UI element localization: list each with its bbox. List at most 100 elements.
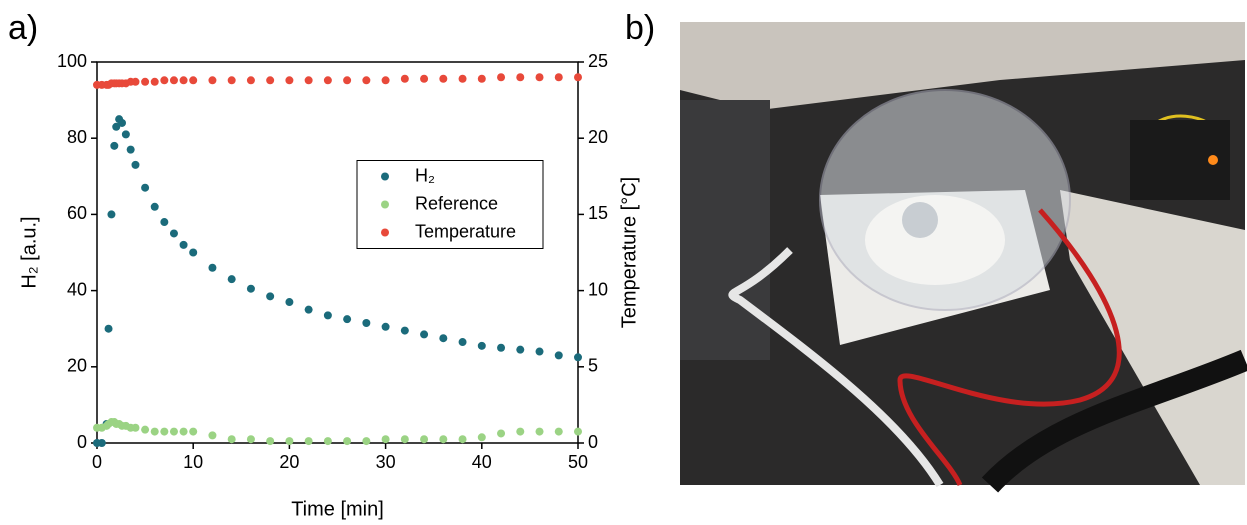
- data-point: [439, 74, 448, 83]
- data-point: [189, 76, 198, 85]
- y-axis-label: H₂ [a.u.]: [18, 216, 40, 288]
- data-point: [131, 160, 140, 169]
- data-point: [266, 437, 275, 446]
- data-point: [477, 74, 486, 83]
- data-point: [343, 76, 352, 85]
- data-point: [169, 427, 178, 436]
- data-point: [160, 76, 169, 85]
- data-point: [439, 435, 448, 444]
- data-point: [343, 315, 352, 324]
- x-axis-label: Time [min]: [291, 498, 384, 520]
- x-tick-label: 20: [279, 452, 299, 472]
- data-point: [179, 240, 188, 249]
- data-point: [535, 73, 544, 82]
- legend-marker: [381, 200, 389, 209]
- data-point: [160, 218, 169, 227]
- data-point: [160, 427, 169, 436]
- data-point: [477, 341, 486, 350]
- y-tick-label: 60: [67, 203, 87, 223]
- data-point: [285, 298, 294, 307]
- data-point: [362, 318, 371, 327]
- data-point: [554, 351, 563, 360]
- data-point: [169, 229, 178, 238]
- data-point: [420, 435, 429, 444]
- data-point: [323, 437, 332, 446]
- data-point: [400, 435, 409, 444]
- data-point: [343, 437, 352, 446]
- data-point: [141, 77, 150, 86]
- plot-frame: [96, 61, 579, 444]
- data-point: [126, 145, 135, 154]
- data-point: [150, 77, 159, 86]
- data-point: [208, 76, 217, 85]
- photo: [680, 22, 1247, 493]
- legend-marker: [381, 172, 389, 181]
- data-point: [497, 343, 506, 352]
- data-point: [97, 439, 106, 447]
- data-point: [458, 338, 467, 347]
- legend-label: H₂: [415, 165, 435, 185]
- x-tick-label: 0: [92, 452, 102, 472]
- data-point: [227, 76, 236, 85]
- data-point: [285, 76, 294, 85]
- panel-label: b): [625, 9, 655, 47]
- data-point: [169, 76, 178, 85]
- data-point: [497, 73, 506, 82]
- data-point: [400, 74, 409, 83]
- data-point: [381, 435, 390, 444]
- data-point: [304, 305, 313, 314]
- data-point: [150, 427, 159, 436]
- x-tick-label: 50: [568, 452, 588, 472]
- y-tick-label: 40: [67, 279, 87, 299]
- y2-tick-label: 15: [588, 203, 608, 223]
- panel-label: a): [8, 9, 38, 47]
- data-point: [420, 74, 429, 83]
- data-point: [227, 275, 236, 284]
- data-point: [141, 183, 150, 192]
- data-point: [554, 427, 563, 436]
- data-point: [179, 427, 188, 436]
- data-point: [381, 76, 390, 85]
- y2-tick-label: 10: [588, 279, 608, 299]
- data-point: [246, 76, 255, 85]
- data-point: [304, 76, 313, 85]
- data-point: [208, 431, 217, 440]
- y2-tick-label: 5: [588, 356, 598, 376]
- data-point: [179, 76, 188, 85]
- data-point: [131, 77, 140, 86]
- data-point: [574, 353, 582, 362]
- data-point: [141, 425, 150, 434]
- data-point: [362, 437, 371, 446]
- legend-marker: [381, 228, 389, 237]
- data-point: [477, 433, 486, 442]
- legend-label: Temperature: [415, 221, 516, 241]
- data-point: [246, 284, 255, 293]
- data-point: [516, 427, 525, 436]
- y2-axis-label: Temperature [°C]: [618, 177, 640, 328]
- data-point: [458, 74, 467, 83]
- x-tick-label: 30: [376, 452, 396, 472]
- data-point: [381, 322, 390, 331]
- data-point: [554, 73, 563, 82]
- data-point: [439, 334, 448, 343]
- data-point: [516, 73, 525, 82]
- data-point: [574, 73, 582, 82]
- y2-tick-label: 25: [588, 51, 608, 71]
- data-point: [535, 347, 544, 356]
- data-point: [150, 202, 159, 211]
- data-point: [535, 427, 544, 436]
- data-point: [246, 435, 255, 444]
- data-point: [208, 263, 217, 272]
- data-point: [304, 437, 313, 446]
- data-point: [362, 76, 371, 85]
- data-point: [285, 437, 294, 446]
- y-tick-label: 100: [57, 51, 87, 71]
- data-point: [189, 248, 198, 257]
- y2-tick-label: 20: [588, 127, 608, 147]
- data-point: [112, 122, 121, 131]
- legend-label: Reference: [415, 193, 498, 213]
- y-tick-label: 0: [77, 432, 87, 452]
- data-point: [104, 324, 113, 333]
